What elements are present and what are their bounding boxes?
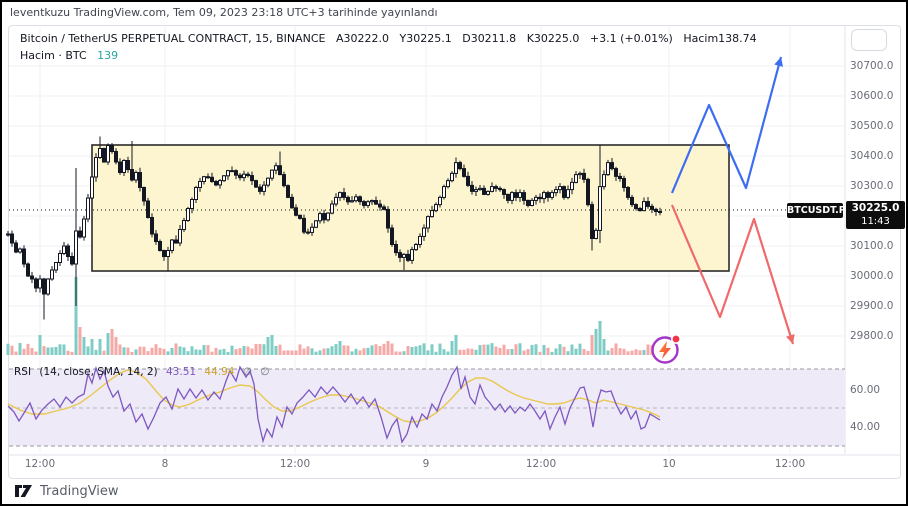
rsi-value: 43.51 — [166, 366, 197, 378]
price-axis-label: 30500.0 — [850, 120, 894, 132]
symbol-price-label[interactable]: BTCUSDT.P — [787, 203, 846, 218]
volume-indicator-label[interactable]: Hacim · BTC — [20, 49, 87, 62]
ohlc-close: K30225.0 — [526, 32, 580, 45]
rsi-ma-value: 44.94 — [204, 366, 235, 378]
rsi-null-2: ∅ — [260, 366, 270, 378]
rsi-title[interactable]: RSI — [14, 366, 32, 378]
ohlc-high: Y30225.1 — [399, 32, 452, 45]
rsi-axis-label: 60.00 — [850, 384, 881, 396]
rsi-params: (14, close, SMA, 14, 2) — [39, 366, 158, 378]
bullish-forecast-arrow[interactable] — [670, 56, 784, 194]
ohlc-low: D30211.8 — [462, 32, 517, 45]
ohlc-open: A30222.0 — [335, 32, 389, 45]
price-change: +3.1 (+0.01%) — [589, 32, 673, 45]
time-axis-label: 12:00 — [525, 458, 557, 470]
rsi-null-1: ∅ — [242, 366, 252, 378]
volume-histogram — [6, 277, 662, 355]
volume-indicator-row[interactable]: Hacim · BTC 139 — [20, 49, 125, 62]
time-axis-label: 12:00 — [774, 458, 806, 470]
rsi-legend[interactable]: RSI (14, close, SMA, 14, 2) 43.51 44.94 … — [14, 366, 274, 378]
time-axis-label: 9 — [422, 458, 430, 470]
price-axis-label: 29900.0 — [850, 300, 894, 312]
volume-indicator-value: 139 — [97, 49, 119, 62]
header-volume: Hacim138.74 — [683, 32, 757, 45]
last-price-value: 30225.0 — [851, 202, 900, 214]
time-axis-label: 12:00 — [279, 458, 311, 470]
time-axis-label: 8 — [161, 458, 169, 470]
time-axis-label: 10 — [662, 458, 676, 470]
rsi-line — [7, 365, 661, 444]
bar-countdown: 11:43 — [861, 216, 890, 227]
price-axis-label: 30100.0 — [850, 240, 894, 252]
price-axis-label: 30000.0 — [850, 270, 894, 282]
bearish-forecast-arrow[interactable] — [670, 204, 795, 345]
chart-menu-button[interactable] — [851, 29, 887, 51]
time-axis-label: 12:00 — [24, 458, 56, 470]
candlestick-series — [6, 136, 662, 320]
symbol-title[interactable]: Bitcoin / TetherUS PERPETUAL CONTRACT, 1… — [20, 32, 326, 45]
price-axis-label: 30300.0 — [850, 180, 894, 192]
price-axis-label: 30400.0 — [850, 150, 894, 162]
tradingview-footer[interactable]: TradingView — [14, 483, 119, 499]
tradingview-logo-icon — [15, 485, 32, 497]
price-axis-label: 29800.0 — [850, 330, 894, 342]
rsi-axis-label: 40.00 — [850, 421, 881, 433]
rsi-pane — [7, 365, 845, 447]
last-price-badge[interactable]: 30225.0 11:43 — [846, 201, 905, 229]
publish-attribution: leventkuzu TradingView.com, Tem 09, 2023… — [10, 6, 438, 19]
chart-card — [8, 25, 901, 479]
tradingview-brand-text[interactable]: TradingView — [40, 483, 119, 499]
notification-dot — [672, 335, 680, 343]
boost-flash-icon[interactable] — [651, 334, 682, 364]
price-axis-label: 30700.0 — [850, 60, 894, 72]
symbol-header[interactable]: Bitcoin / TetherUS PERPETUAL CONTRACT, 1… — [20, 32, 764, 45]
price-axis-label: 30600.0 — [850, 90, 894, 102]
